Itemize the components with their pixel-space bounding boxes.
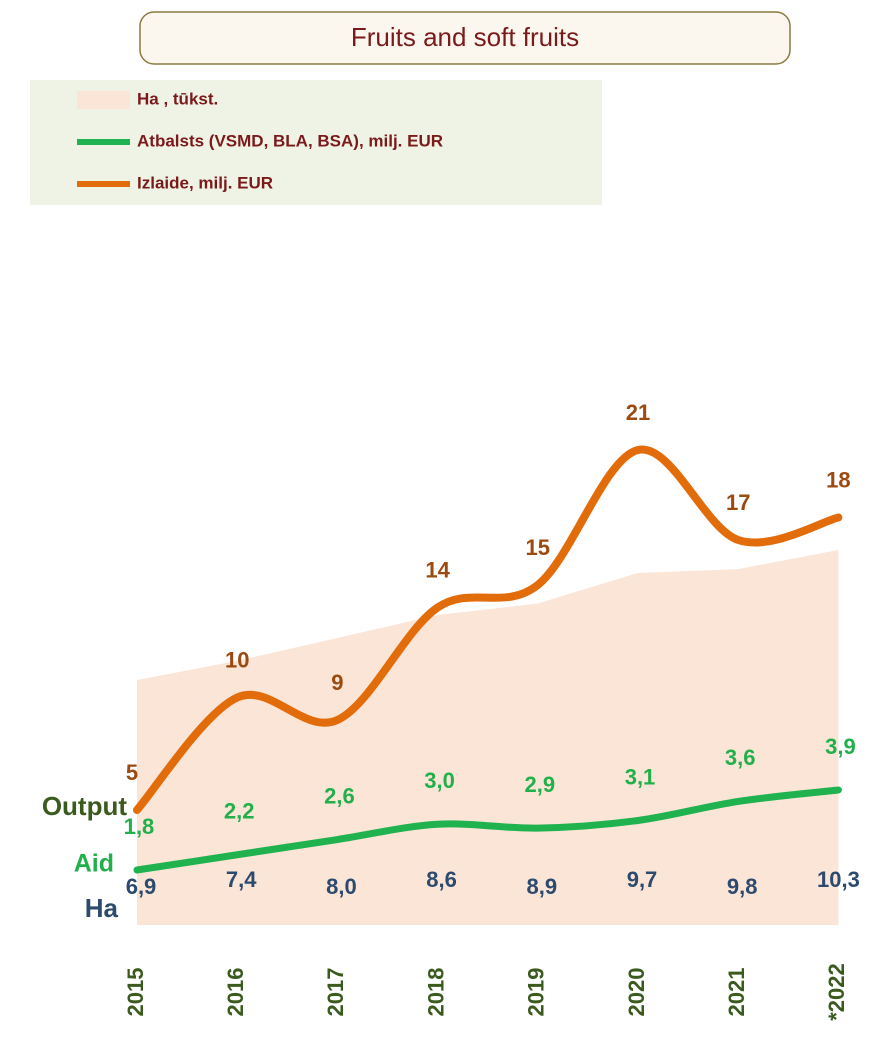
value-label: 17 bbox=[726, 490, 750, 515]
value-label: 7,4 bbox=[226, 867, 257, 892]
value-label: 18 bbox=[826, 467, 850, 492]
x-tick-label: 2018 bbox=[423, 968, 448, 1017]
chart-title: Fruits and soft fruits bbox=[351, 22, 579, 52]
value-label: 21 bbox=[626, 400, 650, 425]
legend-label: Izlaide, milj. EUR bbox=[137, 173, 273, 192]
value-label: 9,7 bbox=[627, 867, 658, 892]
title-box bbox=[139, 11, 791, 65]
row-label: Ha bbox=[85, 893, 119, 923]
value-label: 8,0 bbox=[326, 874, 357, 899]
value-label: 3,1 bbox=[625, 764, 656, 789]
value-label: 2,9 bbox=[525, 772, 556, 797]
value-label: 10 bbox=[225, 647, 249, 672]
value-label: 8,6 bbox=[426, 867, 457, 892]
area bbox=[137, 550, 839, 925]
value-label: 9 bbox=[331, 670, 343, 695]
x-tick-label: 2019 bbox=[524, 968, 549, 1017]
value-label: 15 bbox=[526, 535, 550, 560]
x-tick-label: *2022 bbox=[824, 963, 849, 1021]
legend-swatch bbox=[77, 181, 130, 187]
value-label: 14 bbox=[425, 557, 450, 582]
row-label: Output bbox=[42, 791, 128, 821]
line bbox=[133, 445, 843, 814]
x-tick-label: 2020 bbox=[624, 968, 649, 1017]
value-label: 5 bbox=[126, 760, 138, 785]
value-label: 8,9 bbox=[527, 874, 558, 899]
value-label: 10,3 bbox=[817, 867, 860, 892]
value-label: 2,2 bbox=[224, 799, 255, 824]
row-label: Aid bbox=[74, 850, 114, 878]
legend-label: Atbalsts (VSMD, BLA, BSA), milj. EUR bbox=[137, 131, 443, 150]
x-tick-label: 2016 bbox=[223, 968, 248, 1017]
line bbox=[133, 786, 842, 874]
value-label: 9,8 bbox=[727, 874, 758, 899]
value-label: 3,9 bbox=[825, 734, 856, 759]
value-label: 2,6 bbox=[324, 783, 355, 808]
value-label: 1,8 bbox=[124, 814, 155, 839]
legend-label: Ha , tūkst. bbox=[137, 89, 218, 108]
value-label: 3,6 bbox=[725, 745, 756, 770]
x-tick-label: 2015 bbox=[123, 968, 148, 1017]
legend-swatch bbox=[77, 91, 130, 109]
value-label: 3,0 bbox=[424, 768, 455, 793]
x-tick-label: 2021 bbox=[724, 968, 749, 1017]
value-label: 6,9 bbox=[126, 874, 157, 899]
x-tick-label: 2017 bbox=[323, 968, 348, 1017]
legend-swatch bbox=[77, 139, 130, 145]
